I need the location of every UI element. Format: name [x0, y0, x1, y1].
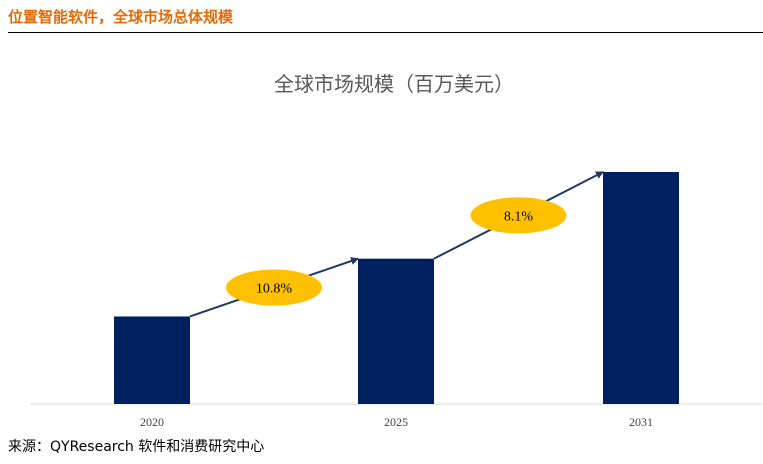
growth-rate-label-1: 10.8% [256, 282, 293, 297]
x-tick-label-2020: 2020 [140, 415, 164, 429]
source-note: 来源：QYResearch 软件和消费研究中心 [8, 439, 265, 455]
x-tick-label-2025: 2025 [384, 415, 408, 429]
bar-2031 [603, 172, 679, 404]
chart-title: 全球市场规模（百万美元） [274, 72, 514, 96]
page-title: 位置智能软件，全球市场总体规模 [8, 8, 234, 26]
growth-badge-1 [226, 269, 322, 306]
growth-rate-label-2: 8.1% [504, 209, 534, 224]
growth-badge-2 [470, 197, 567, 234]
x-tick-label-2031: 2031 [629, 415, 653, 429]
bar-2020 [114, 316, 190, 404]
bar-2025 [358, 258, 434, 404]
header-divider [8, 32, 763, 33]
